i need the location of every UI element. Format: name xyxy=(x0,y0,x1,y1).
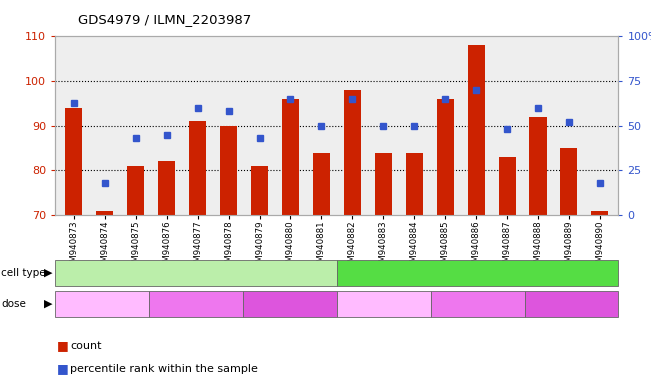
Bar xyxy=(158,161,175,215)
Text: lapatinib sensitive: lapatinib sensitive xyxy=(145,268,247,278)
Text: ■: ■ xyxy=(57,362,69,375)
Text: count: count xyxy=(70,341,102,351)
Bar xyxy=(282,99,299,215)
Bar xyxy=(251,166,268,215)
Bar xyxy=(437,99,454,215)
Text: ▶: ▶ xyxy=(44,299,53,309)
Bar xyxy=(128,166,145,215)
Text: 0.1 uM lapatinib: 0.1 uM lapatinib xyxy=(437,299,518,309)
Text: 0 uM lapatinib: 0 uM lapatinib xyxy=(66,299,138,309)
Text: GDS4979 / ILMN_2203987: GDS4979 / ILMN_2203987 xyxy=(78,13,251,26)
Text: 1 uM lapatinib: 1 uM lapatinib xyxy=(536,299,607,309)
Bar xyxy=(375,152,392,215)
Bar xyxy=(561,148,577,215)
Bar xyxy=(344,90,361,215)
Text: ▶: ▶ xyxy=(44,268,53,278)
Bar xyxy=(220,126,237,215)
Bar xyxy=(313,152,330,215)
Bar xyxy=(529,117,546,215)
Bar xyxy=(591,210,609,215)
Bar xyxy=(189,121,206,215)
Text: 1 uM lapatinib: 1 uM lapatinib xyxy=(255,299,326,309)
Text: dose: dose xyxy=(1,299,26,309)
Text: 0.1 uM lapatinib: 0.1 uM lapatinib xyxy=(156,299,236,309)
Text: percentile rank within the sample: percentile rank within the sample xyxy=(70,364,258,374)
Text: ■: ■ xyxy=(57,339,69,352)
Bar xyxy=(96,210,113,215)
Text: lapatinib resistant: lapatinib resistant xyxy=(427,268,528,278)
Bar xyxy=(499,157,516,215)
Text: 0 uM lapatinib: 0 uM lapatinib xyxy=(348,299,419,309)
Bar xyxy=(406,152,422,215)
Bar xyxy=(65,108,83,215)
Text: cell type: cell type xyxy=(1,268,46,278)
Bar xyxy=(467,45,484,215)
